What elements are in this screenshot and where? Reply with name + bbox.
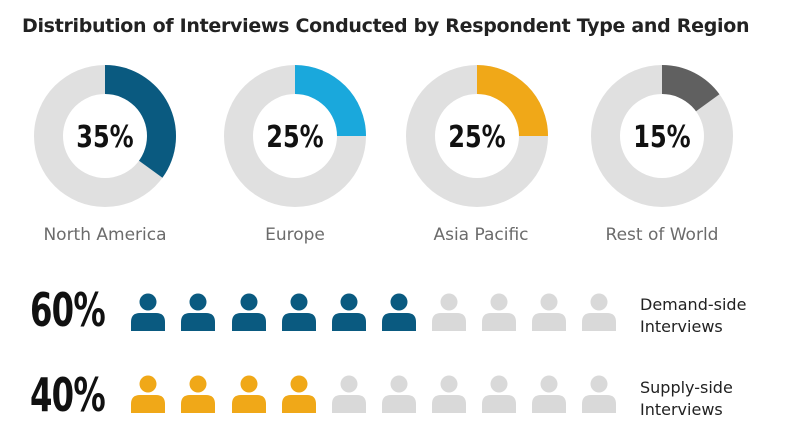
- person-icon: [232, 293, 266, 331]
- person-icon: [582, 375, 616, 413]
- person-icon: [181, 293, 215, 331]
- person-icon: [232, 375, 266, 413]
- donut-value-asia-pacific: 25%: [448, 120, 505, 154]
- demand-side-label-line2: Interviews: [640, 317, 723, 336]
- chart-title: Distribution of Interviews Conducted by …: [22, 15, 750, 37]
- person-icon: [482, 375, 516, 413]
- supply-side-percentage: 40%: [30, 368, 106, 422]
- region-label-asia-pacific: Asia Pacific: [433, 225, 529, 245]
- person-icon: [582, 293, 616, 331]
- person-icon: [332, 293, 366, 331]
- regional-donut-charts: 35% 25% 25% 15%: [34, 65, 733, 207]
- donut-value-rest-of-world: 15%: [633, 120, 690, 154]
- person-icon: [382, 375, 416, 413]
- person-icon: [432, 293, 466, 331]
- supply-side-label-line2: Interviews: [640, 400, 723, 419]
- person-icon: [432, 375, 466, 413]
- region-label-north-america: North America: [43, 225, 167, 245]
- supply-side-label: Supply-side Interviews: [640, 377, 733, 421]
- person-icon: [482, 293, 516, 331]
- donut-hole-asia-pacific: [435, 94, 519, 178]
- person-icon: [382, 293, 416, 331]
- donut-value-north-america: 35%: [76, 120, 133, 154]
- person-icon: [131, 375, 165, 413]
- supply-side-label-line1: Supply-side: [640, 378, 733, 397]
- donut-value-europe: 25%: [266, 120, 323, 154]
- donut-hole-north-america: [63, 94, 147, 178]
- demand-side-percentage: 60%: [30, 283, 106, 337]
- person-icon: [131, 293, 165, 331]
- donut-hole-rest-of-world: [620, 94, 704, 178]
- person-icon: [181, 375, 215, 413]
- person-icon: [282, 293, 316, 331]
- person-icon: [332, 375, 366, 413]
- donut-hole-europe: [253, 94, 337, 178]
- demand-side-label: Demand-side Interviews: [640, 294, 746, 338]
- region-label-europe: Europe: [265, 225, 325, 245]
- person-icon: [532, 293, 566, 331]
- region-label-rest-of-world: Rest of World: [605, 225, 719, 245]
- person-icon: [282, 375, 316, 413]
- person-icon: [532, 375, 566, 413]
- demand-side-label-line1: Demand-side: [640, 295, 747, 314]
